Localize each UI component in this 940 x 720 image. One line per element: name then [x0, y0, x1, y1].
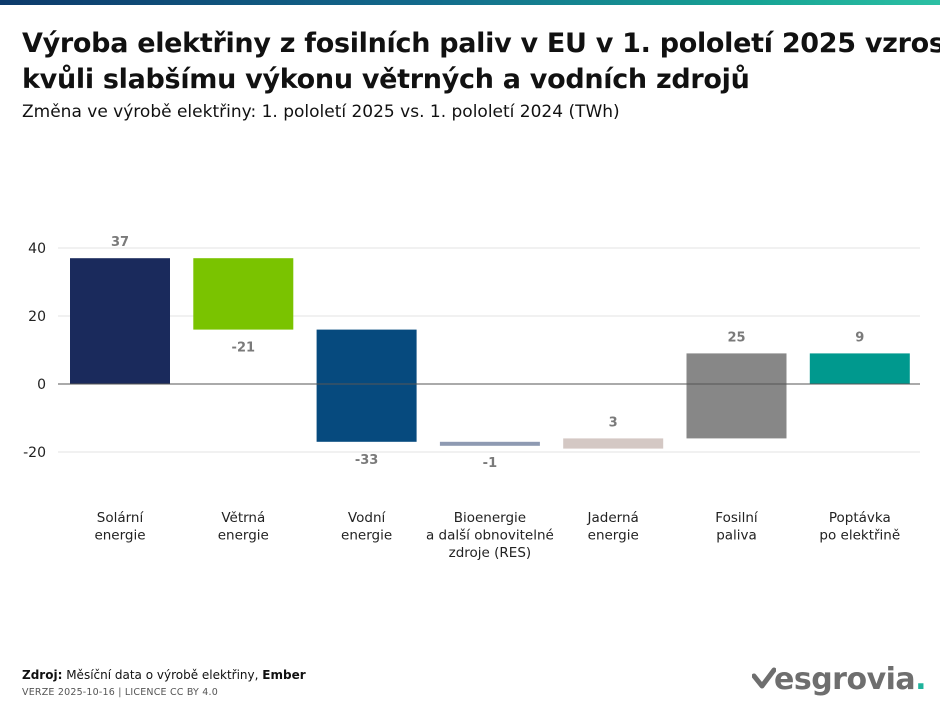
category-label: Fosilní [715, 510, 759, 526]
data-label: 37 [111, 235, 129, 250]
bar [686, 353, 787, 439]
bar [439, 441, 540, 446]
y-tick-label: 40 [28, 241, 46, 257]
data-label: -21 [232, 341, 256, 356]
category-label: zdroje (RES) [449, 545, 532, 561]
bar [70, 258, 170, 384]
data-label: 25 [727, 330, 745, 345]
category-label: a další obnovitelné [426, 528, 554, 544]
data-label: 3 [609, 415, 618, 430]
top-accent-bar [0, 0, 940, 5]
category-label: paliva [716, 528, 757, 544]
category-label: po elektřině [819, 528, 900, 544]
category-label: energie [218, 528, 269, 544]
logo-text: esgrovia [774, 662, 916, 697]
chart-title-line-1: Výroba elektřiny z fosilních paliv v EU … [22, 28, 940, 59]
category-label: Jaderná [587, 510, 639, 526]
category-label: Solární [97, 510, 145, 526]
checkmark-logo-icon [752, 667, 776, 689]
y-tick-label: -20 [23, 445, 46, 461]
bar [809, 353, 910, 384]
category-label: energie [94, 528, 145, 544]
category-label: Vodní [348, 510, 387, 526]
category-label: energie [341, 528, 392, 544]
source-label: Zdroj: [22, 668, 63, 682]
waterfall-chart: 40 20 0 -20 37 -21 -33 -1 3 25 9 Solární energie Větr… [23, 235, 920, 561]
bar [316, 329, 417, 442]
chart-title-line-2: kvůli slabšímu výkonu větrných a vodních… [22, 64, 750, 95]
esgrovia-logo: esgrovia. [752, 660, 927, 700]
logo-dot: . [915, 662, 927, 697]
source-note: Zdroj: Měsíční data o výrobě elektřiny, … [22, 668, 306, 682]
data-label: -33 [355, 453, 379, 468]
chart-subtitle: Změna ve výrobě elektřiny: 1. pololetí 2… [22, 102, 620, 122]
data-label: 9 [855, 330, 864, 345]
version-license: VERZE 2025-10-16 | LICENCE CC BY 4.0 [22, 687, 218, 698]
y-tick-label: 20 [28, 309, 46, 325]
data-label: -1 [483, 456, 497, 471]
source-org: Ember [262, 668, 306, 682]
category-label: Větrná [221, 510, 265, 526]
category-label: Poptávka [829, 510, 891, 526]
category-label: energie [588, 528, 639, 544]
bar [563, 438, 664, 449]
bar [193, 258, 294, 330]
source-text: Měsíční data o výrobě elektřiny, [66, 668, 259, 682]
chart-title: Výroba elektřiny z fosilních paliv v EU … [22, 26, 940, 98]
category-label: Bioenergie [454, 510, 526, 526]
y-tick-label: 0 [37, 377, 46, 393]
